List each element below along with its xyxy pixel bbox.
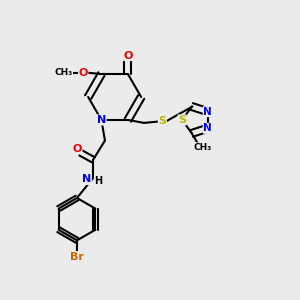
Text: N: N xyxy=(97,115,106,125)
Text: N: N xyxy=(203,106,212,117)
Text: O: O xyxy=(123,50,133,61)
Text: O: O xyxy=(79,68,88,78)
Text: N: N xyxy=(82,174,91,184)
Text: O: O xyxy=(73,143,82,154)
Text: N: N xyxy=(203,123,212,133)
Text: S: S xyxy=(178,115,186,125)
Text: H: H xyxy=(94,176,103,187)
Text: CH₃: CH₃ xyxy=(54,68,73,77)
Text: Br: Br xyxy=(70,252,84,262)
Text: CH₃: CH₃ xyxy=(194,143,212,152)
Text: S: S xyxy=(158,116,166,126)
